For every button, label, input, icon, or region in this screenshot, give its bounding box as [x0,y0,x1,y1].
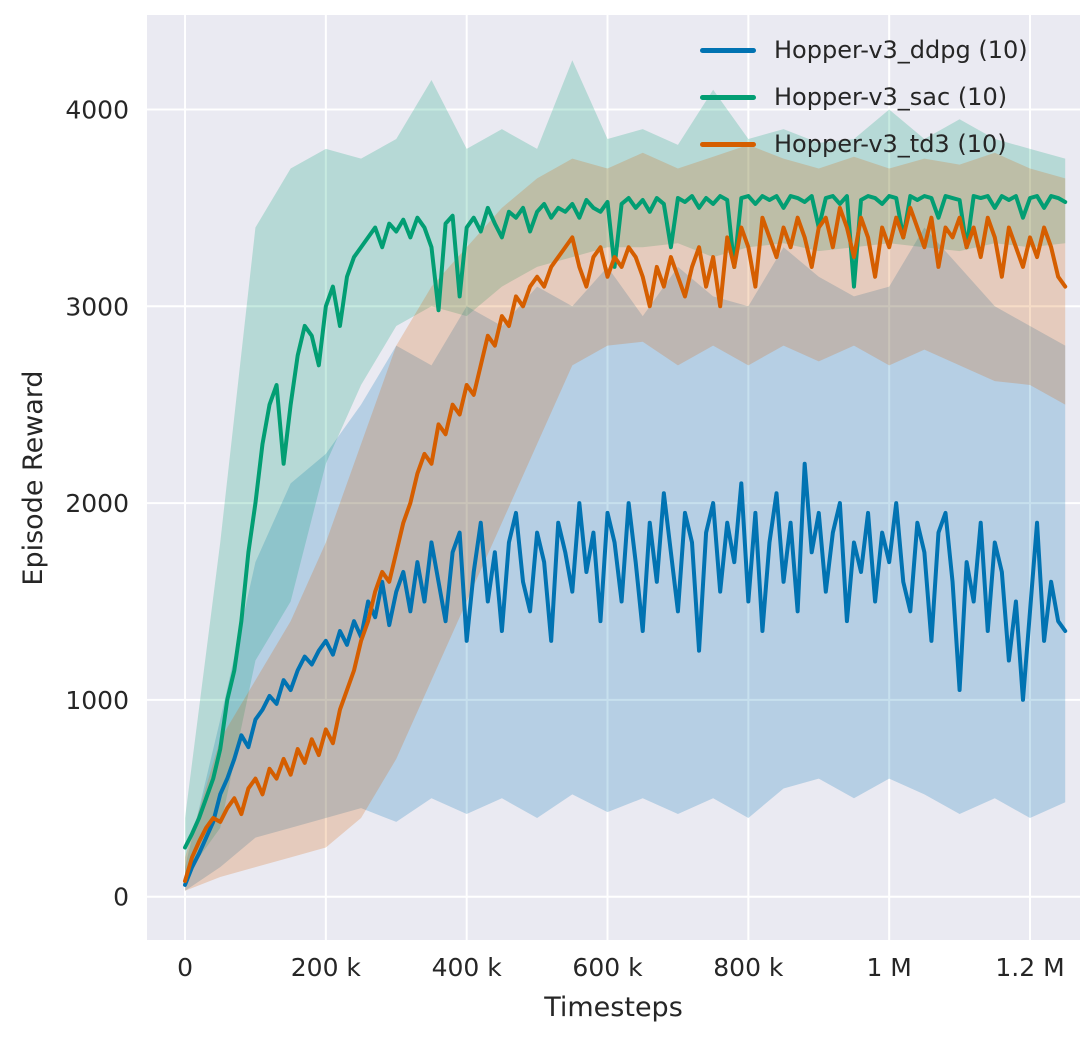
y-tick-label: 2000 [65,489,129,518]
y-tick-label: 3000 [65,292,129,321]
legend: Hopper-v3_ddpg (10) Hopper-v3_sac (10) H… [700,36,1028,159]
legend-item-td3: Hopper-v3_td3 (10) [700,130,1028,159]
legend-item-sac: Hopper-v3_sac (10) [700,83,1028,112]
x-tick-label: 200 k [291,953,362,982]
legend-label-td3: Hopper-v3_td3 (10) [774,130,1007,158]
x-tick-label: 800 k [713,953,784,982]
band-sac [185,60,1066,878]
line-td3 [183,205,1068,883]
legend-swatch-sac [700,95,756,100]
y-axis-label: Episode Reward [18,370,49,586]
line-sac [183,194,1068,850]
x-tick-label: 1 M [866,953,911,982]
x-tick-label: 0 [177,953,193,982]
x-axis-label: Timesteps [544,992,683,1023]
x-tick-label: 1.2 M [995,953,1064,982]
legend-swatch-td3 [700,142,756,147]
line-ddpg [183,461,1068,887]
x-tick-label: 600 k [572,953,643,982]
legend-item-ddpg: Hopper-v3_ddpg (10) [700,36,1028,65]
legend-label-sac: Hopper-v3_sac (10) [774,83,1008,111]
y-tick-label: 1000 [65,686,129,715]
legend-swatch-ddpg [700,48,756,53]
legend-label-ddpg: Hopper-v3_ddpg (10) [774,36,1028,64]
x-tick-label: 400 k [432,953,503,982]
plot-background [147,15,1080,940]
band-td3 [185,144,1066,891]
y-tick-label: 0 [113,883,129,912]
y-tick-label: 4000 [65,95,129,124]
